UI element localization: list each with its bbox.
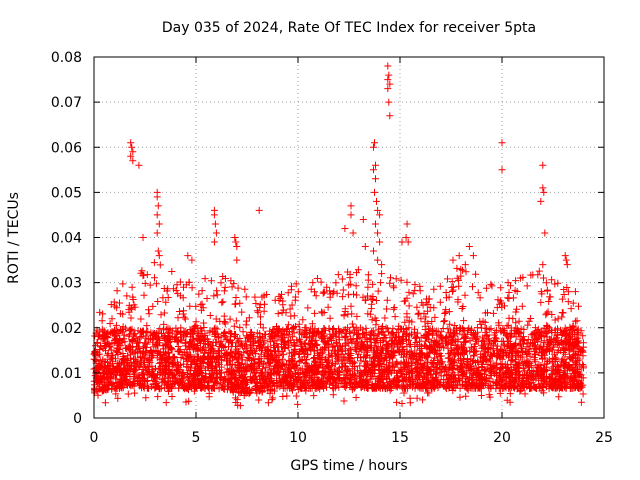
y-tick-label: 0.04	[51, 231, 82, 247]
x-tick-label: 0	[90, 430, 99, 446]
roti-data-points	[90, 62, 587, 410]
chart-title: Day 035 of 2024, Rate Of TEC Index for r…	[162, 20, 536, 36]
x-tick-labels: 0 5 10 15 20 25	[90, 430, 613, 446]
y-tick-label: 0.07	[51, 95, 82, 111]
y-axis-title: ROTI / TECUs	[6, 192, 22, 284]
y-tick-label: 0.06	[51, 140, 82, 156]
y-tick-label: 0	[73, 411, 82, 427]
y-tick-label: 0.01	[51, 366, 82, 382]
x-tick-label: 5	[192, 430, 201, 446]
x-tick-label: 15	[391, 430, 409, 446]
x-tick-label: 10	[289, 430, 307, 446]
y-tick-label: 0.05	[51, 185, 82, 201]
y-tick-label: 0.03	[51, 276, 82, 292]
x-axis-title: GPS time / hours	[290, 458, 407, 474]
axis-ticks	[93, 56, 605, 419]
x-tick-label: 25	[595, 430, 613, 446]
y-tick-label: 0.02	[51, 321, 82, 337]
x-tick-label: 20	[493, 430, 511, 446]
y-tick-labels: 0 0.01 0.02 0.03 0.04 0.05 0.06 0.07 0.08	[51, 50, 82, 427]
y-tick-label: 0.08	[51, 50, 82, 66]
data-points	[90, 62, 587, 410]
